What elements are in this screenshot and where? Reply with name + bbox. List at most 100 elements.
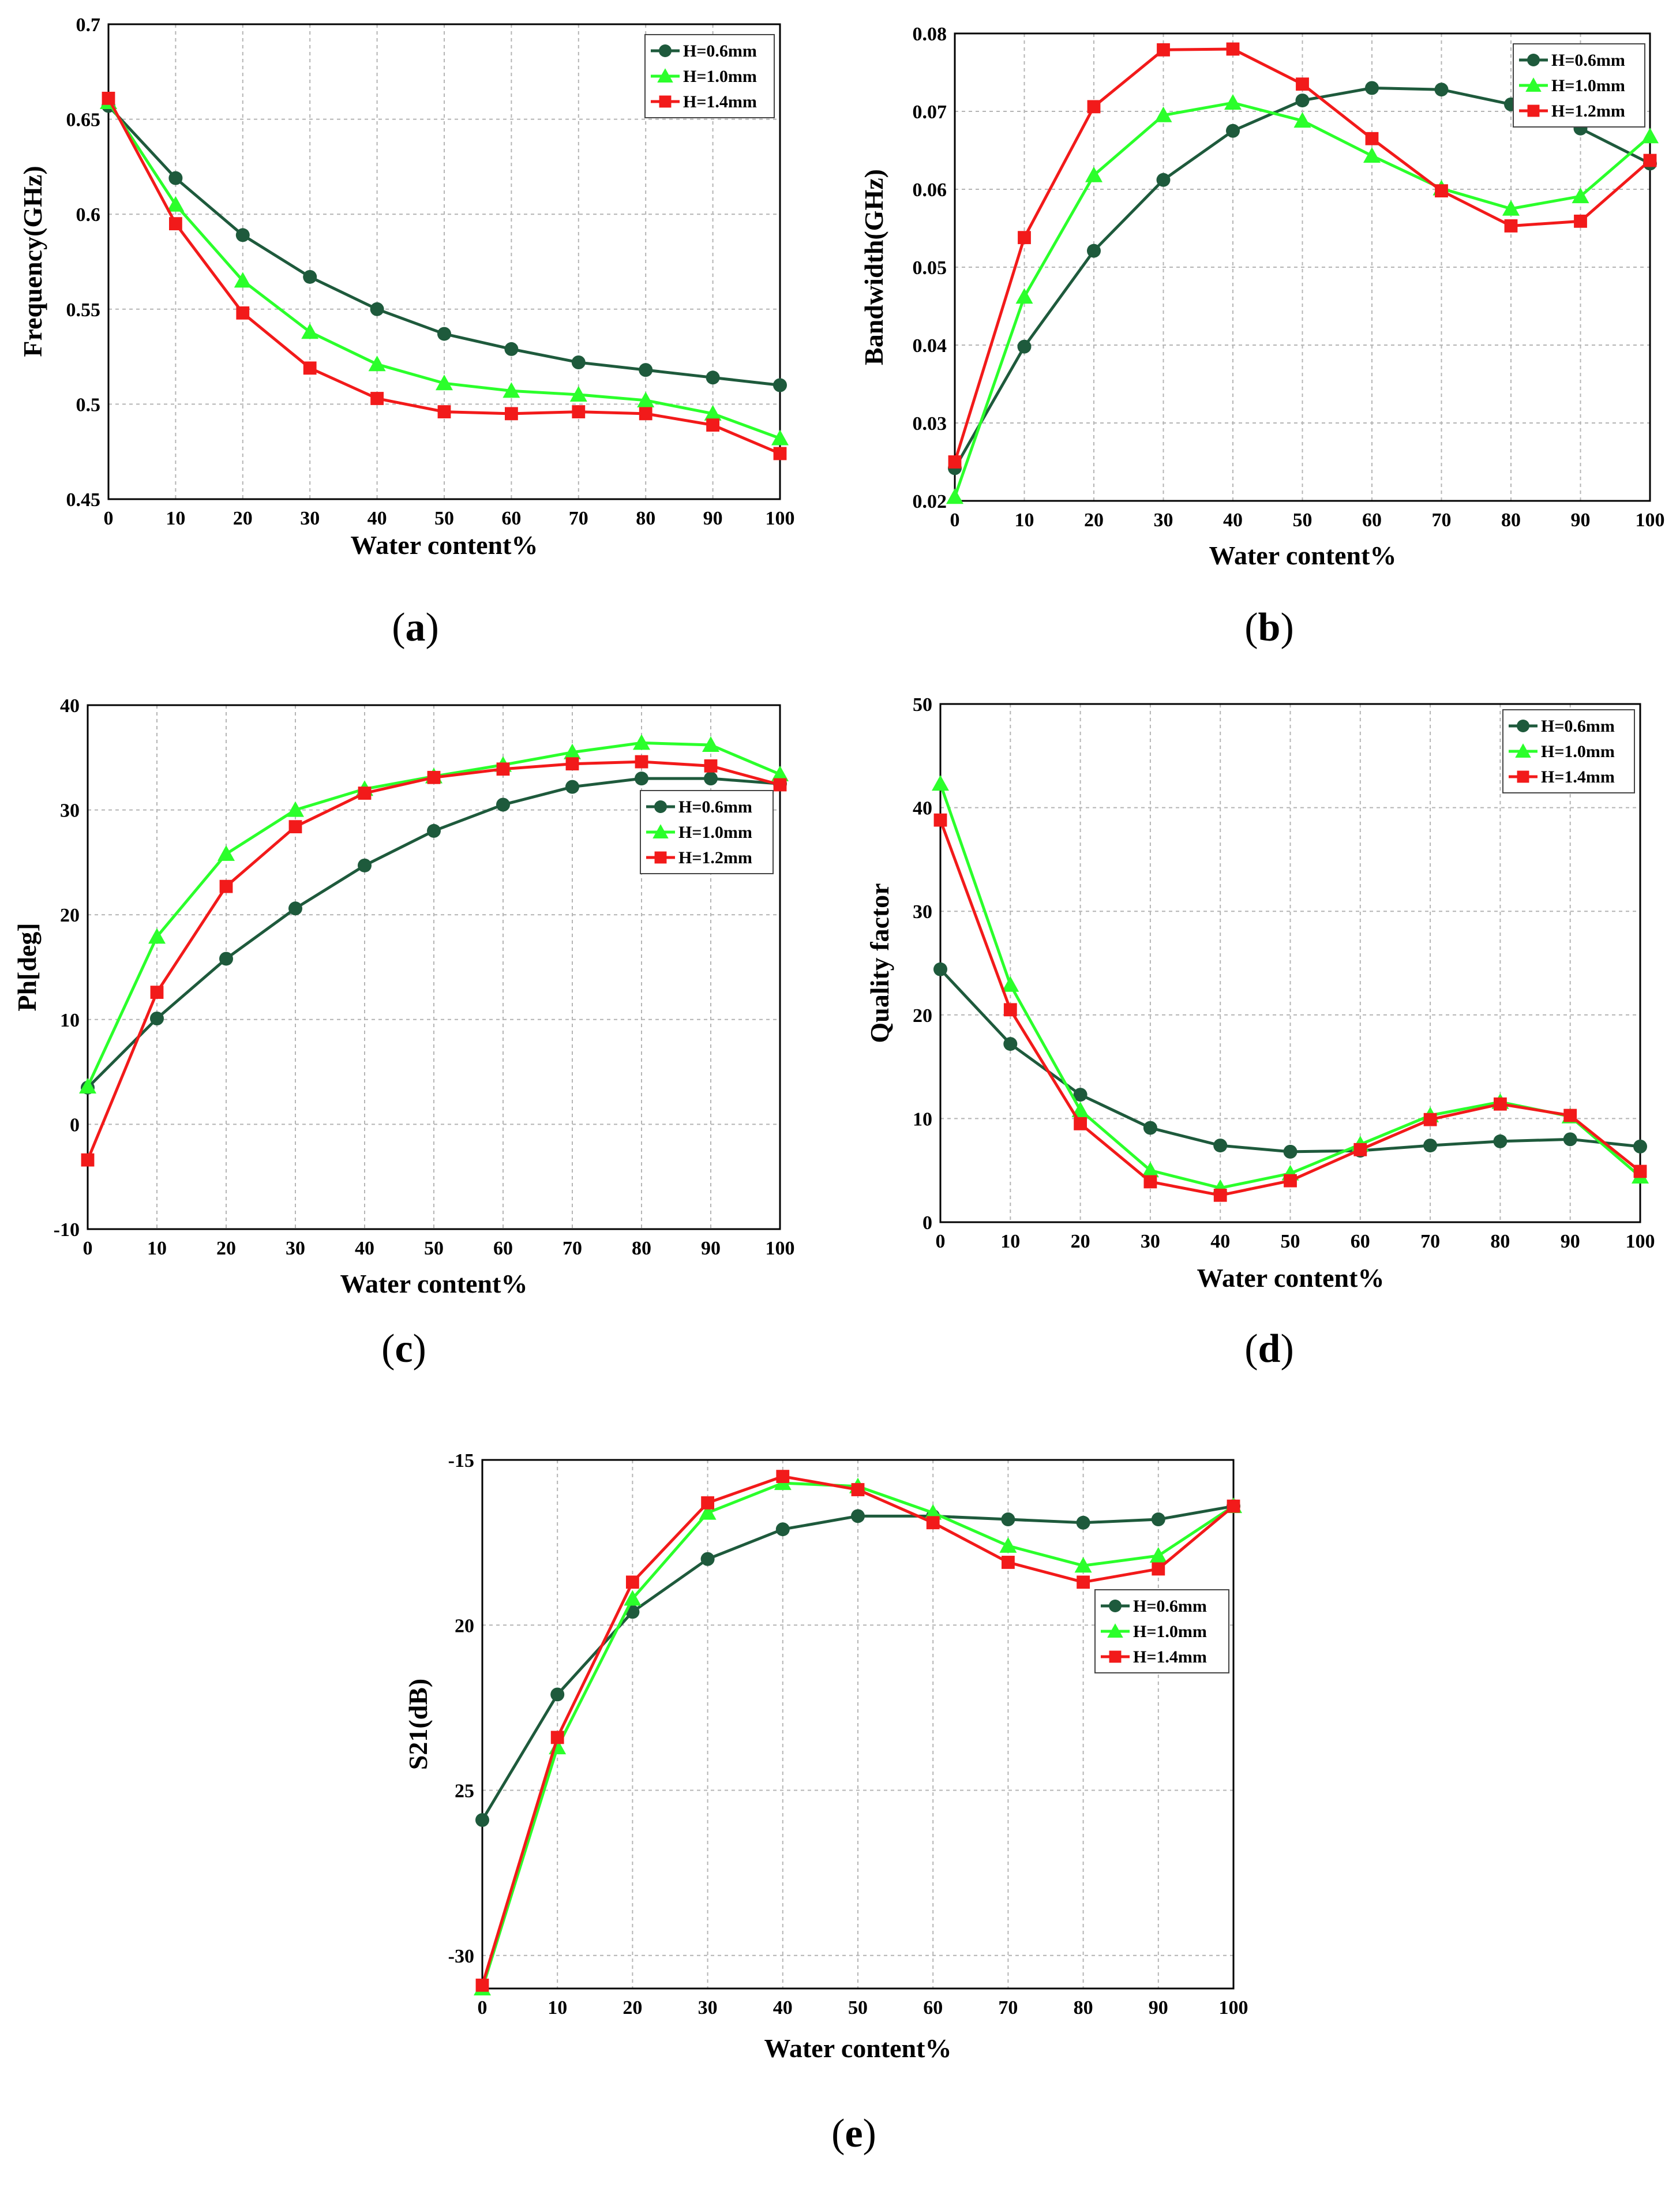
y-tick-label: 0.03 — [913, 413, 947, 435]
data-point-series-3 — [358, 787, 372, 800]
legend-swatch-marker — [1525, 77, 1542, 92]
data-point-series-3 — [1077, 1575, 1090, 1589]
data-point-series-1 — [571, 355, 586, 369]
x-tick-label: 40 — [367, 508, 387, 529]
y-tick-label: 0.07 — [913, 102, 947, 123]
chart-panel-b: 0 10 20 30 40 50 60 70 80 90 100 0.02 0.03 0.04 0.05 0.… — [859, 24, 1665, 650]
data-point-series-1 — [1003, 1037, 1018, 1051]
data-point-series-1 — [427, 823, 441, 838]
data-point-series-2 — [287, 801, 304, 817]
x-tick-label: 60 — [1362, 510, 1382, 531]
x-tick-label: 30 — [698, 1997, 718, 2019]
data-point-series-3 — [1643, 153, 1657, 167]
x-tick-label: 20 — [216, 1238, 236, 1259]
y-tick-label: 10 — [913, 1109, 932, 1130]
data-point-series-1 — [700, 1552, 715, 1566]
legend-entry: H=0.6mm — [1551, 51, 1625, 70]
y-axis-label: Bandwidth(GHz) — [859, 169, 888, 365]
x-tick-label: 10 — [548, 1997, 567, 2019]
y-tick-label: 0.02 — [913, 491, 947, 512]
data-point-series-2 — [932, 775, 949, 791]
data-point-series-3 — [1227, 1499, 1240, 1513]
data-point-series-1 — [1073, 1088, 1088, 1102]
y-tick-label: 0.7 — [76, 14, 101, 36]
caption-letter: e — [845, 2111, 862, 2156]
data-point-series-2 — [79, 1078, 96, 1094]
data-point-series-1 — [1226, 123, 1240, 138]
data-point-series-1 — [639, 363, 653, 377]
data-point-series-2 — [1154, 106, 1172, 122]
data-point-series-3 — [1002, 1556, 1015, 1569]
x-tick-label: 30 — [286, 1238, 305, 1259]
data-point-series-3 — [427, 770, 441, 784]
data-point-series-3 — [639, 407, 652, 421]
data-point-series-3 — [626, 1575, 639, 1589]
data-point-series-1 — [1213, 1139, 1228, 1153]
legend: H=0.6mm H=1.0mm H=1.2mm — [640, 790, 774, 874]
data-point-series-3 — [303, 361, 317, 375]
y-tick-label: 0 — [922, 1212, 932, 1234]
data-point-series-2 — [234, 272, 252, 288]
x-tick-label: 90 — [1571, 510, 1591, 531]
x-tick-label: 80 — [1074, 1997, 1093, 2019]
x-tick-label: 70 — [1432, 510, 1452, 531]
legend-swatch-marker — [1517, 770, 1529, 783]
x-tick-label: 70 — [1420, 1231, 1440, 1252]
x-axis-label: Water content% — [1197, 1263, 1385, 1293]
x-tick-label: 40 — [1223, 510, 1243, 531]
y-tick-label: 0.55 — [66, 299, 101, 321]
x-tick-label: 20 — [1071, 1231, 1090, 1252]
data-point-series-2 — [637, 391, 655, 407]
x-tick-label: 90 — [1561, 1231, 1580, 1252]
data-point-series-1 — [1365, 81, 1379, 95]
legend-entry: H=0.6mm — [1133, 1597, 1207, 1616]
data-point-series-3 — [236, 306, 250, 320]
data-point-series-2 — [1363, 147, 1381, 163]
legend-entry: H=1.4mm — [683, 92, 757, 111]
x-tick-label: 30 — [300, 508, 320, 529]
legend-entry: H=0.6mm — [1541, 717, 1615, 736]
x-tick-label: 60 — [923, 1997, 943, 2019]
data-point-series-3 — [81, 1153, 95, 1167]
legend-entry: H=1.4mm — [1541, 767, 1615, 787]
x-tick-label: 100 — [1219, 1997, 1248, 2019]
y-axis-label: Ph[deg] — [12, 923, 42, 1011]
data-point-series-1 — [150, 1011, 164, 1025]
legend: H=0.6mm H=1.0mm H=1.2mm — [1513, 43, 1645, 128]
legend-entry: H=1.0mm — [1551, 76, 1625, 95]
data-point-series-2 — [301, 323, 319, 339]
y-tick-label: 40 — [913, 798, 932, 819]
data-point-series-3 — [1018, 231, 1031, 245]
chart-panel-e: 0 10 20 30 40 50 60 70 80 90 100 -15 20 25 -30 Water co… — [403, 1450, 1248, 2156]
data-point-series-1 — [1283, 1144, 1297, 1159]
data-point-series-2 — [1641, 128, 1659, 144]
x-tick-label: 10 — [147, 1238, 167, 1259]
data-point-series-2 — [771, 765, 789, 781]
data-point-series-3 — [102, 91, 115, 105]
caption-paren: ) — [426, 605, 439, 650]
y-tick-label: -15 — [448, 1450, 474, 1471]
data-point-series-2 — [702, 736, 719, 752]
x-tick-label: 30 — [1154, 510, 1173, 531]
panel-caption: (e) — [831, 2111, 876, 2156]
chart-panel-d: 0 10 20 30 40 50 60 70 80 90 100 0 10 20 30 40 50 Water c… — [865, 694, 1655, 1371]
data-point-series-3 — [572, 405, 586, 418]
legend-swatch-marker — [1517, 720, 1529, 732]
legend: H=0.6mm H=1.0mm H=1.4mm — [1094, 1589, 1229, 1673]
x-tick-label: 50 — [1293, 510, 1312, 531]
x-tick-label: 10 — [166, 508, 185, 529]
data-point-series-3 — [565, 757, 579, 771]
legend-swatch-marker — [1107, 1623, 1123, 1638]
caption-paren: ) — [1280, 1327, 1293, 1371]
y-tick-label: 0.5 — [76, 394, 101, 415]
legend-swatch-marker — [1527, 104, 1540, 117]
data-point-series-3 — [948, 455, 962, 469]
data-point-series-1 — [235, 228, 250, 242]
caption-paren: ( — [392, 605, 405, 650]
plot-frame — [481, 1459, 1235, 1990]
y-tick-label: 0.06 — [913, 179, 947, 201]
data-point-series-1 — [1017, 339, 1032, 354]
data-point-series-2 — [1224, 94, 1242, 110]
data-point-series-2 — [569, 385, 587, 402]
y-tick-label: 30 — [913, 901, 932, 923]
